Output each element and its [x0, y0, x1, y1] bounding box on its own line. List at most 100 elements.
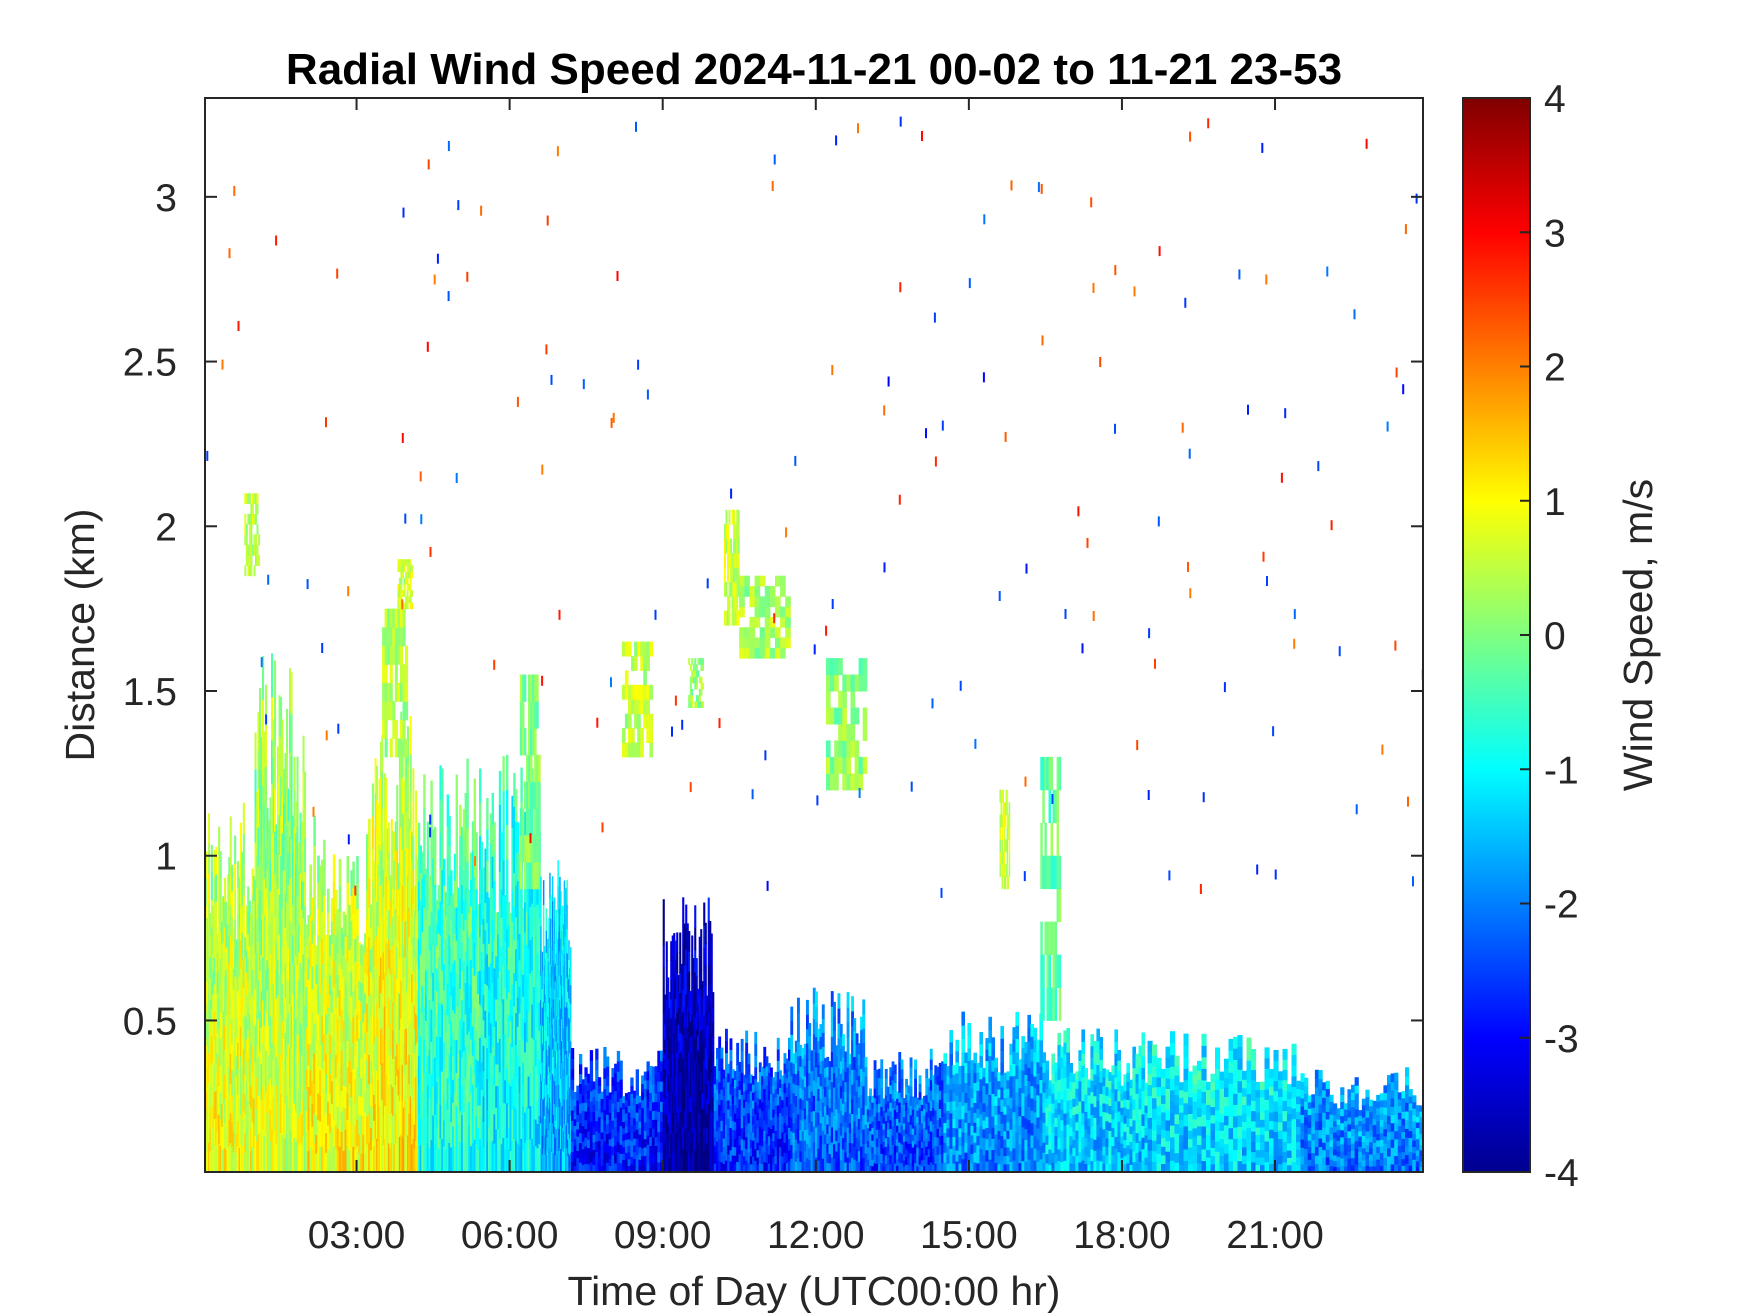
heatmap-cell — [667, 993, 670, 1011]
heatmap-cell — [443, 1067, 446, 1095]
heatmap-cell — [332, 1066, 336, 1094]
heatmap-cell — [552, 1133, 555, 1154]
heatmap-cell — [408, 1113, 411, 1144]
heatmap-cell — [435, 1058, 439, 1082]
heatmap-cell — [221, 1057, 224, 1082]
heatmap-cell — [244, 1035, 247, 1056]
heatmap-cell — [765, 1075, 769, 1086]
heatmap-cell — [734, 1096, 737, 1106]
heatmap-cell — [581, 1102, 585, 1111]
heatmap-cell — [946, 1092, 950, 1103]
heatmap-cell — [393, 832, 396, 861]
heatmap-cell — [269, 922, 272, 954]
heatmap-cell — [680, 1015, 683, 1034]
heatmap-cell — [668, 1037, 671, 1053]
heatmap-cell — [545, 1106, 548, 1129]
heatmap-cell — [301, 1055, 304, 1086]
heatmap-cell — [747, 1073, 751, 1084]
heatmap-cell — [374, 792, 377, 828]
heatmap-cell — [325, 954, 328, 976]
heatmap-cell — [673, 992, 676, 1014]
heatmap-cell — [964, 1162, 968, 1172]
heatmap-cell — [828, 1144, 832, 1155]
heatmap-cell — [509, 1128, 512, 1151]
heatmap-cell — [423, 873, 426, 908]
heatmap-cell — [670, 1056, 673, 1077]
heatmap-cell — [411, 973, 413, 1003]
heatmap-cell — [237, 861, 240, 888]
heatmap-cell — [563, 880, 566, 906]
heatmap-cell — [340, 1009, 344, 1031]
heatmap-cell — [396, 1043, 399, 1076]
heatmap-cell — [563, 904, 566, 930]
heatmap-cell — [548, 917, 550, 940]
heatmap-cell — [955, 1127, 959, 1140]
heatmap-cell — [334, 1101, 338, 1126]
heatmap-cell — [323, 867, 326, 896]
heatmap-cell — [686, 1068, 689, 1090]
heatmap-cell — [344, 957, 348, 980]
heatmap-cell — [727, 1126, 731, 1137]
heatmap-cell — [462, 1020, 466, 1052]
heatmap-cell — [398, 921, 401, 958]
heatmap-cell — [587, 1073, 591, 1083]
heatmap-cell — [479, 970, 482, 1005]
heatmap-cell — [736, 1075, 740, 1087]
heatmap-cell — [914, 1106, 917, 1117]
heatmap-cell — [425, 944, 428, 971]
heatmap-cell — [253, 999, 256, 1025]
heatmap-cell — [614, 1063, 618, 1074]
heatmap-cell — [694, 1038, 697, 1062]
heatmap-cell — [821, 1060, 825, 1075]
heatmap-cell — [673, 1012, 676, 1034]
heatmap-cell — [441, 869, 444, 904]
heatmap-cell — [348, 1060, 351, 1084]
heatmap-cell — [509, 1107, 512, 1130]
heatmap-cell — [549, 872, 551, 899]
heatmap-cell — [231, 941, 234, 968]
heatmap-cell — [592, 1081, 596, 1090]
heatmap-cell — [461, 941, 464, 972]
heatmap-cell — [536, 952, 539, 978]
heatmap-cell — [570, 1110, 575, 1121]
heatmap-cell — [927, 1164, 931, 1172]
heatmap-cell — [443, 963, 446, 990]
heatmap-cell — [254, 915, 257, 953]
heatmap-cell — [548, 1066, 550, 1088]
heatmap-cell — [498, 771, 502, 805]
heatmap-cell — [423, 1138, 426, 1172]
heatmap-cell — [439, 900, 442, 936]
heatmap-cell — [887, 1086, 890, 1095]
heatmap-cell — [592, 1156, 596, 1166]
heatmap-cell — [698, 1054, 701, 1075]
heatmap-cell — [470, 1145, 473, 1172]
heatmap-cell — [344, 1022, 348, 1044]
heatmap-cell — [392, 1086, 395, 1116]
heatmap-cell — [242, 833, 245, 865]
heatmap-cell — [555, 997, 558, 1020]
heatmap-cell — [385, 974, 388, 1009]
heatmap-cell — [377, 987, 380, 1019]
heatmap-cell — [893, 1154, 897, 1164]
heatmap-cell — [579, 1132, 583, 1144]
heatmap-cell — [597, 1093, 602, 1102]
heatmap-cell — [842, 1126, 845, 1139]
heatmap-cell — [412, 1071, 415, 1106]
heatmap-cell — [772, 1132, 776, 1141]
heatmap-cell — [790, 1144, 794, 1159]
heatmap-cell — [409, 982, 412, 1021]
heatmap-cell — [608, 1158, 612, 1166]
heatmap-cell — [667, 1058, 670, 1076]
heatmap-cell — [907, 1143, 911, 1151]
heatmap-cell — [473, 778, 476, 812]
heatmap-cell — [665, 1114, 668, 1135]
heatmap-cell — [819, 1098, 823, 1111]
heatmap-cell — [342, 1150, 346, 1172]
heatmap-cell — [542, 880, 545, 906]
heatmap-cell — [839, 1097, 843, 1111]
heatmap-cell — [464, 1108, 467, 1141]
heatmap-cell — [792, 1122, 796, 1133]
heatmap-cell — [313, 934, 316, 965]
heatmap-cell — [425, 894, 428, 920]
heatmap-cell — [635, 1120, 639, 1130]
